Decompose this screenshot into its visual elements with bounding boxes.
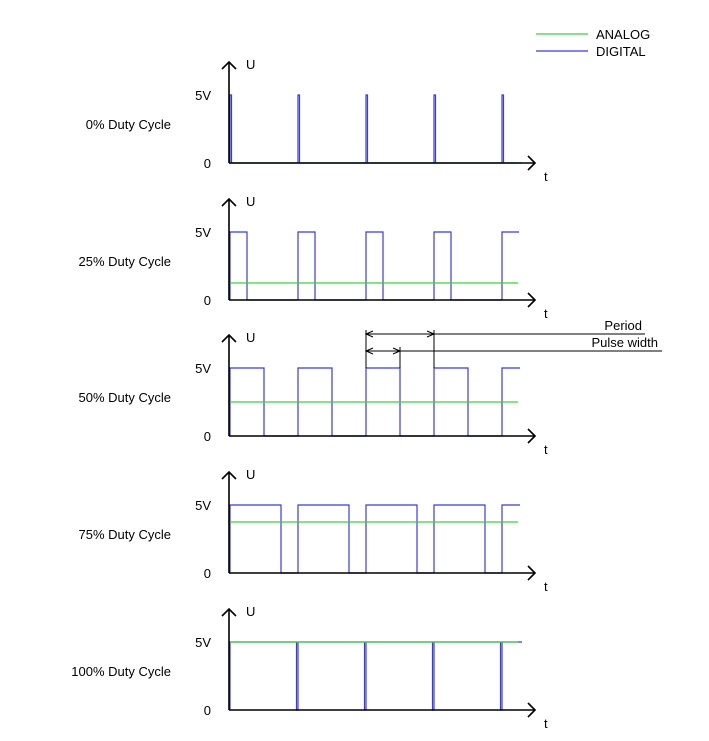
panel-label: 25% Duty Cycle bbox=[79, 254, 171, 269]
y-tick-0: 0 bbox=[204, 703, 211, 718]
y-axis-arrowhead bbox=[221, 470, 237, 480]
period-annotation: Period Pulse width bbox=[364, 318, 662, 368]
panel-3: 75% Duty Cycle 5V 0 Ut bbox=[79, 467, 548, 594]
digital-waveform bbox=[229, 231, 519, 301]
x-axis-label: t bbox=[544, 306, 548, 321]
period-label: Period bbox=[604, 318, 642, 333]
y-axis-label: U bbox=[246, 194, 255, 209]
y-axis-arrowhead bbox=[221, 197, 237, 207]
x-axis-arrowhead bbox=[527, 702, 537, 718]
y-axis-label: U bbox=[246, 330, 255, 345]
digital-waveform bbox=[229, 641, 522, 711]
digital-waveform bbox=[229, 504, 520, 574]
panel-1: 25% Duty Cycle 5V 0 Ut bbox=[79, 194, 548, 321]
panel-4: 100% Duty Cycle 5V 0 Ut bbox=[71, 604, 548, 731]
x-axis-arrowhead bbox=[527, 292, 537, 308]
x-axis-label: t bbox=[544, 442, 548, 457]
x-axis-arrowhead bbox=[527, 428, 537, 444]
pulse-width-label: Pulse width bbox=[592, 335, 658, 350]
panel-label: 0% Duty Cycle bbox=[86, 117, 171, 132]
y-tick-5v: 5V bbox=[195, 88, 211, 103]
x-axis-arrowhead bbox=[527, 565, 537, 581]
panel-label: 50% Duty Cycle bbox=[79, 390, 171, 405]
period-arrow-right bbox=[426, 330, 436, 338]
y-axis-label: U bbox=[246, 57, 255, 72]
legend: ANALOG DIGITAL bbox=[536, 27, 650, 59]
y-tick-0: 0 bbox=[204, 566, 211, 581]
panel-label: 75% Duty Cycle bbox=[79, 527, 171, 542]
pulse-arrow-right bbox=[392, 347, 402, 355]
y-axis-label: U bbox=[246, 467, 255, 482]
panel-label: 100% Duty Cycle bbox=[71, 664, 171, 679]
y-axis-arrowhead bbox=[221, 333, 237, 343]
y-tick-0: 0 bbox=[204, 429, 211, 444]
pulse-arrow-left bbox=[364, 347, 374, 355]
y-tick-0: 0 bbox=[204, 293, 211, 308]
panel-0: 0% Duty Cycle 5V 0 Ut bbox=[86, 57, 548, 184]
x-axis-label: t bbox=[544, 716, 548, 731]
y-axis-label: U bbox=[246, 604, 255, 619]
period-arrow-left bbox=[364, 330, 374, 338]
y-tick-5v: 5V bbox=[195, 361, 211, 376]
panel-2: 50% Duty Cycle 5V 0 Ut bbox=[79, 330, 548, 457]
digital-waveform bbox=[229, 94, 522, 164]
legend-analog-label: ANALOG bbox=[596, 27, 650, 42]
legend-digital-label: DIGITAL bbox=[596, 44, 646, 59]
y-tick-5v: 5V bbox=[195, 635, 211, 650]
x-axis-label: t bbox=[544, 169, 548, 184]
y-tick-0: 0 bbox=[204, 156, 211, 171]
x-axis-arrowhead bbox=[527, 155, 537, 171]
x-axis-label: t bbox=[544, 579, 548, 594]
y-tick-5v: 5V bbox=[195, 225, 211, 240]
y-axis-arrowhead bbox=[221, 607, 237, 617]
y-axis-arrowhead bbox=[221, 60, 237, 70]
y-tick-5v: 5V bbox=[195, 498, 211, 513]
